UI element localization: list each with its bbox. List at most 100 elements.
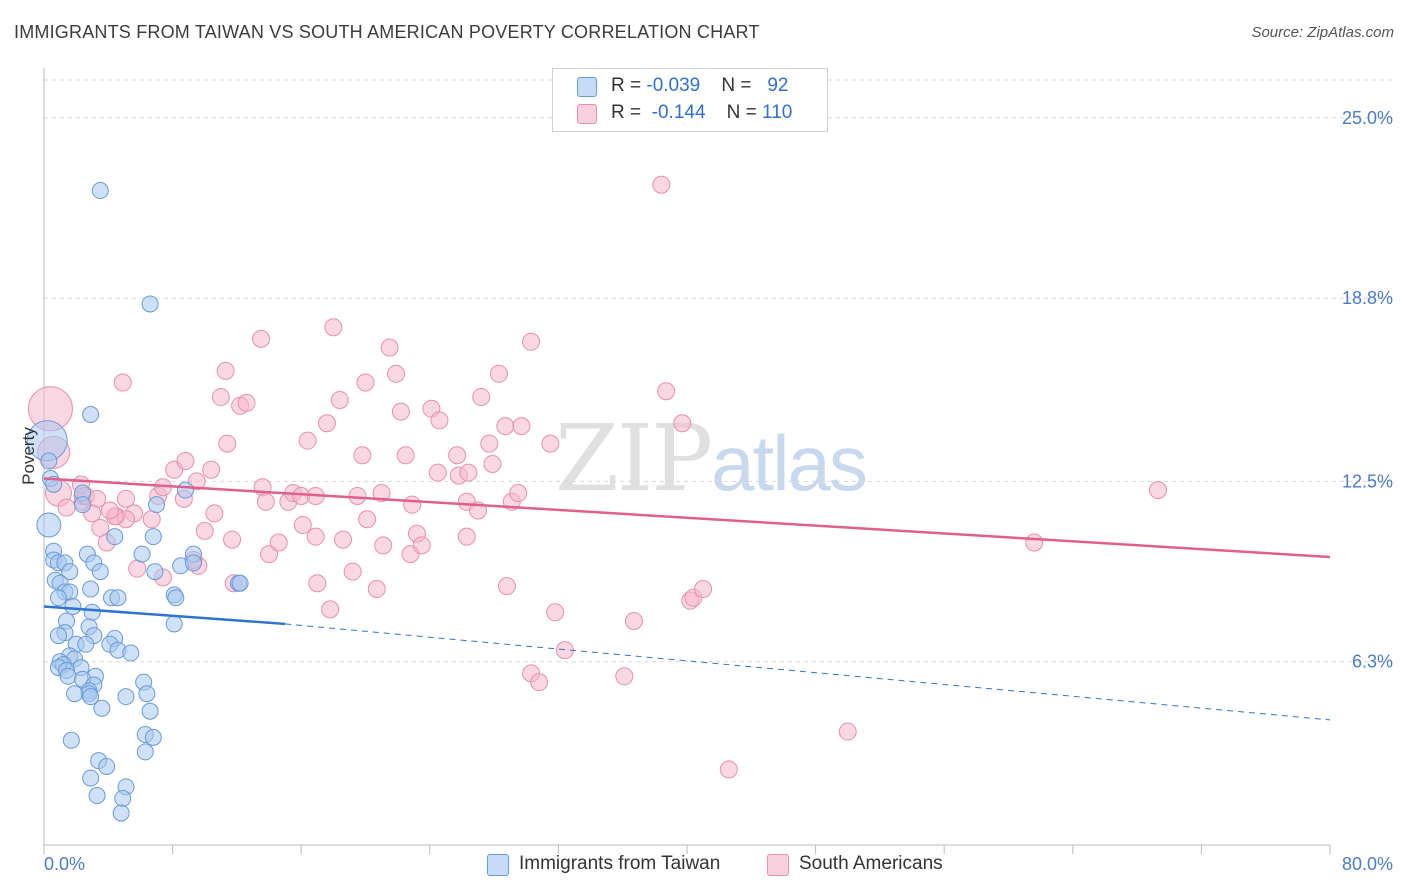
south-americans-point [113, 373, 132, 392]
y-tick-label: 25.0% [1342, 108, 1393, 128]
south-americans-point [343, 562, 362, 581]
south-americans-point [430, 411, 449, 430]
legend-r-label: R = [611, 102, 647, 123]
taiwan-point [136, 743, 154, 761]
bottom-legend-swatch-south-americans [767, 854, 789, 876]
south-americans-point [657, 382, 676, 401]
south-americans-point [403, 495, 422, 514]
south-americans-point [348, 486, 367, 505]
y-axis-label: Poverty [19, 427, 38, 485]
taiwan-point [66, 685, 84, 703]
south-americans-point [367, 580, 386, 599]
south-americans-point [269, 533, 288, 552]
south-americans-point [673, 414, 692, 433]
taiwan-point [82, 769, 100, 787]
taiwan-point [109, 589, 127, 607]
x-tick-label: 80.0% [1342, 854, 1393, 874]
taiwan-point [144, 528, 162, 546]
taiwan-point [138, 685, 156, 703]
x-tick-label: 0.0% [44, 854, 85, 874]
south-americans-point [457, 527, 476, 546]
taiwan-point [106, 528, 124, 546]
taiwan-point [64, 597, 82, 615]
axes [43, 68, 1331, 854]
taiwan-point [184, 554, 202, 572]
south-americans-point [321, 600, 340, 619]
taiwan-point [176, 481, 194, 499]
south-americans-point [252, 329, 271, 348]
legend-n-value: 110 [762, 102, 793, 123]
south-americans-point [195, 521, 214, 540]
legend-n-value: 92 [767, 75, 789, 96]
south-americans-point [216, 361, 235, 380]
south-americans-point [480, 434, 499, 453]
south-americans-point [298, 431, 317, 450]
south-americans-point [324, 318, 343, 337]
y-tick-label: 18.8% [1342, 288, 1393, 308]
tick-labels: 6.3% 12.5% 18.8% 25.0% 0.0% 80.0% [44, 108, 1393, 874]
south-americans-point [624, 612, 643, 631]
taiwan-point [36, 512, 62, 538]
south-americans-point [223, 530, 242, 549]
taiwan-point [122, 644, 140, 662]
south-americans-point [202, 460, 221, 479]
south-americans-point [116, 489, 135, 508]
south-americans-point [256, 492, 275, 511]
taiwan-point [62, 731, 80, 749]
south-americans-point [489, 364, 508, 383]
south-americans-point [57, 498, 76, 517]
south-americans-point [1025, 533, 1044, 552]
south-americans-point [396, 446, 415, 465]
bottom-legend-label-south-americans: South Americans [799, 853, 943, 874]
south-americans-point [142, 510, 161, 529]
south-americans-point [205, 504, 224, 523]
taiwan-point [82, 688, 100, 706]
y-tick-label: 12.5% [1342, 471, 1393, 491]
taiwan-point [146, 563, 164, 581]
south-americans-point [211, 388, 230, 407]
south-americans-point [615, 667, 634, 686]
taiwan-point [141, 702, 159, 720]
south-americans-point [356, 373, 375, 392]
taiwan-point [167, 589, 185, 607]
legend-swatch-taiwan [577, 77, 597, 97]
south-americans-point [317, 414, 336, 433]
south-americans-point [496, 417, 515, 436]
south-americans-point [719, 760, 738, 779]
south-americans-point [176, 452, 195, 471]
south-americans-point [522, 332, 541, 351]
south-americans-point [1148, 481, 1167, 500]
south-americans-point [412, 536, 431, 555]
legend-stats-taiwan: R = -0.039 N = 92 [611, 75, 788, 97]
south-americans-point [128, 559, 147, 578]
legend-n-label: N = [726, 102, 763, 123]
south-americans-point [358, 510, 377, 529]
taiwan-point [117, 688, 135, 706]
south-americans-point [353, 446, 372, 465]
south-americans-point [694, 580, 713, 599]
south-americans-point [387, 364, 406, 383]
south-americans-point [260, 545, 279, 564]
south-americans-point [308, 574, 327, 593]
y-tick-label: 6.3% [1352, 652, 1393, 672]
taiwan-point [88, 787, 106, 805]
south-americans-point [546, 603, 565, 622]
south-americans-point [652, 175, 671, 194]
legend-swatch-south-americans [577, 104, 597, 124]
south-americans-point [497, 577, 516, 596]
south-americans-point [448, 446, 467, 465]
south-americans-point [100, 501, 119, 520]
taiwan-point [61, 563, 79, 581]
south-americans-point [428, 463, 447, 482]
taiwan-trend-line [43, 605, 286, 626]
taiwan-point [133, 545, 151, 563]
south-americans-trend-line [43, 477, 1331, 559]
legend-r-value: -0.144 [651, 102, 706, 123]
south-americans-point [333, 530, 352, 549]
south-americans-point [372, 484, 391, 503]
south-americans-point [530, 673, 549, 692]
taiwan-points [26, 182, 249, 822]
taiwan-point [165, 615, 183, 633]
correlation-legend: R = -0.039 N = 92 R = -0.144 N = 110 [552, 68, 828, 132]
